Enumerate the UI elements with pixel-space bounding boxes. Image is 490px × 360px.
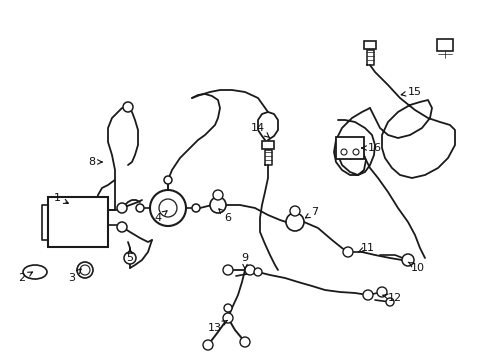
Circle shape (210, 197, 226, 213)
Text: 8: 8 (88, 157, 102, 167)
Text: 11: 11 (358, 243, 375, 253)
Circle shape (363, 290, 373, 300)
Circle shape (290, 206, 300, 216)
Bar (48, 197, 108, 247)
Circle shape (240, 337, 250, 347)
Bar (364, 41, 376, 49)
Circle shape (353, 149, 359, 155)
Text: 16: 16 (362, 143, 382, 153)
Bar (437, 39, 453, 51)
Text: 15: 15 (401, 87, 422, 97)
Circle shape (150, 190, 186, 226)
Circle shape (213, 190, 223, 200)
Bar (262, 141, 274, 149)
Circle shape (124, 252, 136, 264)
Circle shape (343, 247, 353, 257)
Ellipse shape (80, 265, 90, 275)
Text: 6: 6 (219, 209, 231, 223)
Circle shape (224, 304, 232, 312)
Circle shape (117, 203, 127, 213)
Circle shape (286, 213, 304, 231)
Text: 3: 3 (69, 269, 81, 283)
Circle shape (117, 222, 127, 232)
Text: 2: 2 (19, 272, 32, 283)
Text: 12: 12 (382, 293, 402, 303)
Circle shape (245, 265, 255, 275)
Circle shape (223, 313, 233, 323)
Text: 9: 9 (242, 253, 248, 269)
Circle shape (159, 199, 177, 217)
Circle shape (377, 287, 387, 297)
Circle shape (123, 102, 133, 112)
Circle shape (402, 254, 414, 266)
Text: 4: 4 (154, 211, 167, 223)
Circle shape (223, 265, 233, 275)
Circle shape (136, 204, 144, 212)
Circle shape (386, 298, 394, 306)
Circle shape (254, 268, 262, 276)
Bar (336, 137, 364, 159)
Ellipse shape (77, 262, 93, 278)
Circle shape (192, 204, 200, 212)
Text: 7: 7 (305, 207, 318, 218)
Circle shape (164, 176, 172, 184)
Circle shape (341, 149, 347, 155)
Text: 5: 5 (126, 249, 133, 263)
Text: 1: 1 (53, 193, 69, 203)
Text: 10: 10 (408, 262, 425, 273)
Ellipse shape (23, 265, 47, 279)
Circle shape (203, 340, 213, 350)
Text: 13: 13 (208, 320, 227, 333)
Text: 14: 14 (251, 123, 270, 138)
